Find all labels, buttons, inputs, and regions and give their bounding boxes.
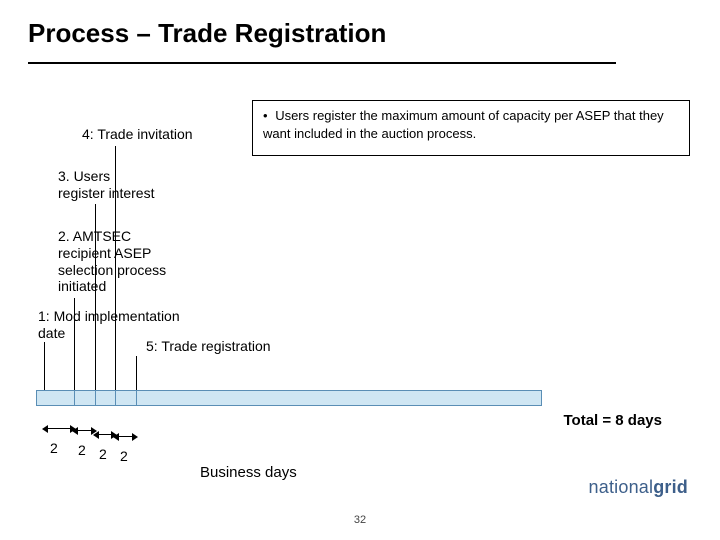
timeline-tick <box>74 390 75 406</box>
title-underline <box>28 62 616 64</box>
segment-cap-left <box>72 427 78 435</box>
segment-value: 2 <box>120 448 128 464</box>
timeline-tick <box>95 390 96 406</box>
segment-value: 2 <box>78 442 86 458</box>
segment-span <box>99 434 111 435</box>
segment-cap-right <box>132 433 138 441</box>
segment-span <box>78 430 91 431</box>
segment-value: 2 <box>99 446 107 462</box>
step3-label: 3. Usersregister interest <box>58 168 198 202</box>
segment-cap-left <box>93 431 99 439</box>
logo-nationalgrid: nationalgrid <box>589 477 688 498</box>
segment-value: 2 <box>50 440 58 456</box>
step5-label: 5: Trade registration <box>146 338 326 355</box>
segment-span <box>48 428 70 429</box>
logo-part2: grid <box>653 477 688 497</box>
callout-box: • Users register the maximum amount of c… <box>252 100 690 156</box>
step4-label: 4: Trade invitation <box>82 126 242 143</box>
callout-text: Users register the maximum amount of cap… <box>263 108 664 141</box>
timeline-tick <box>115 390 116 406</box>
xaxis-label: Business days <box>200 464 297 481</box>
logo-part1: national <box>589 477 654 497</box>
step1-label: 1: Mod implementationdate <box>38 308 228 342</box>
page-number: 32 <box>0 514 720 526</box>
segment-span <box>119 436 132 437</box>
segment-cap-left <box>113 433 119 441</box>
bullet-icon: • <box>263 108 268 123</box>
segment-cap-left <box>42 425 48 433</box>
step2-label: 2. AMTSECrecipient ASEPselection process… <box>58 228 218 295</box>
total-label: Total = 8 days <box>563 412 662 429</box>
timeline-tick <box>136 390 137 406</box>
page-title: Process – Trade Registration <box>28 18 386 49</box>
timeline-bar <box>36 390 542 406</box>
